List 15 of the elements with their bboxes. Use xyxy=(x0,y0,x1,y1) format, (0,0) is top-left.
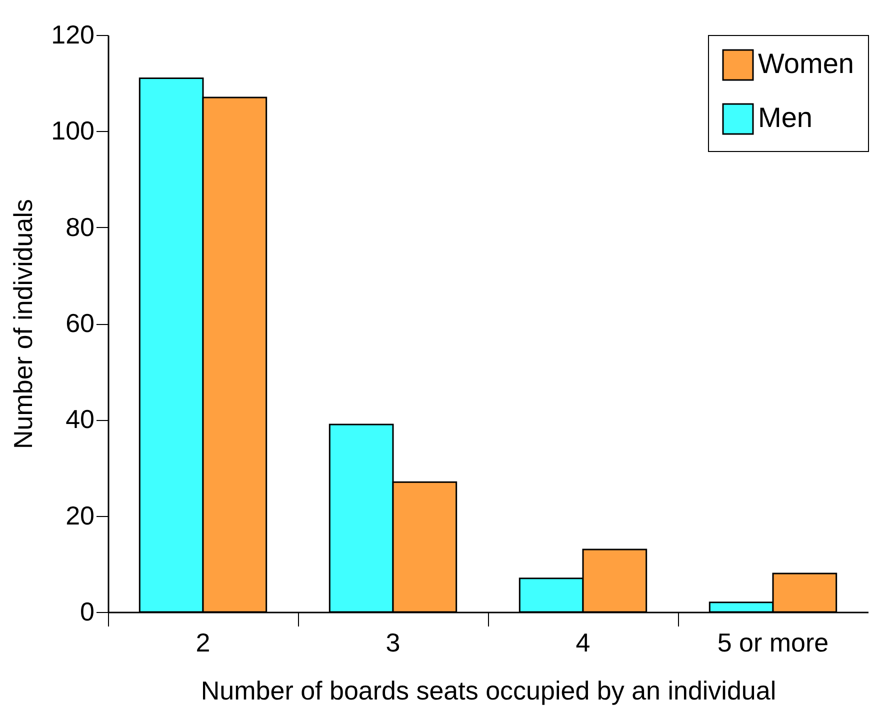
y-tick-label: 120 xyxy=(51,20,94,50)
y-tick-label: 40 xyxy=(66,404,94,434)
x-tick-label: 4 xyxy=(576,628,590,658)
y-tick-label: 0 xyxy=(80,596,94,626)
x-axis-title: Number of boards seats occupied by an individual xyxy=(200,676,776,706)
legend-label: Women xyxy=(758,48,854,79)
x-tick-label: 2 xyxy=(196,628,210,658)
x-tick-label: 5 or more xyxy=(717,628,829,658)
y-tick-label: 60 xyxy=(66,308,94,338)
y-tick-label: 80 xyxy=(66,212,94,242)
y-tick-label: 20 xyxy=(66,500,94,530)
x-tick-label: 3 xyxy=(386,628,400,658)
y-tick-label: 100 xyxy=(51,116,94,146)
y-axis-title: Number of individuals xyxy=(8,198,38,450)
legend-label: Men xyxy=(758,102,812,133)
